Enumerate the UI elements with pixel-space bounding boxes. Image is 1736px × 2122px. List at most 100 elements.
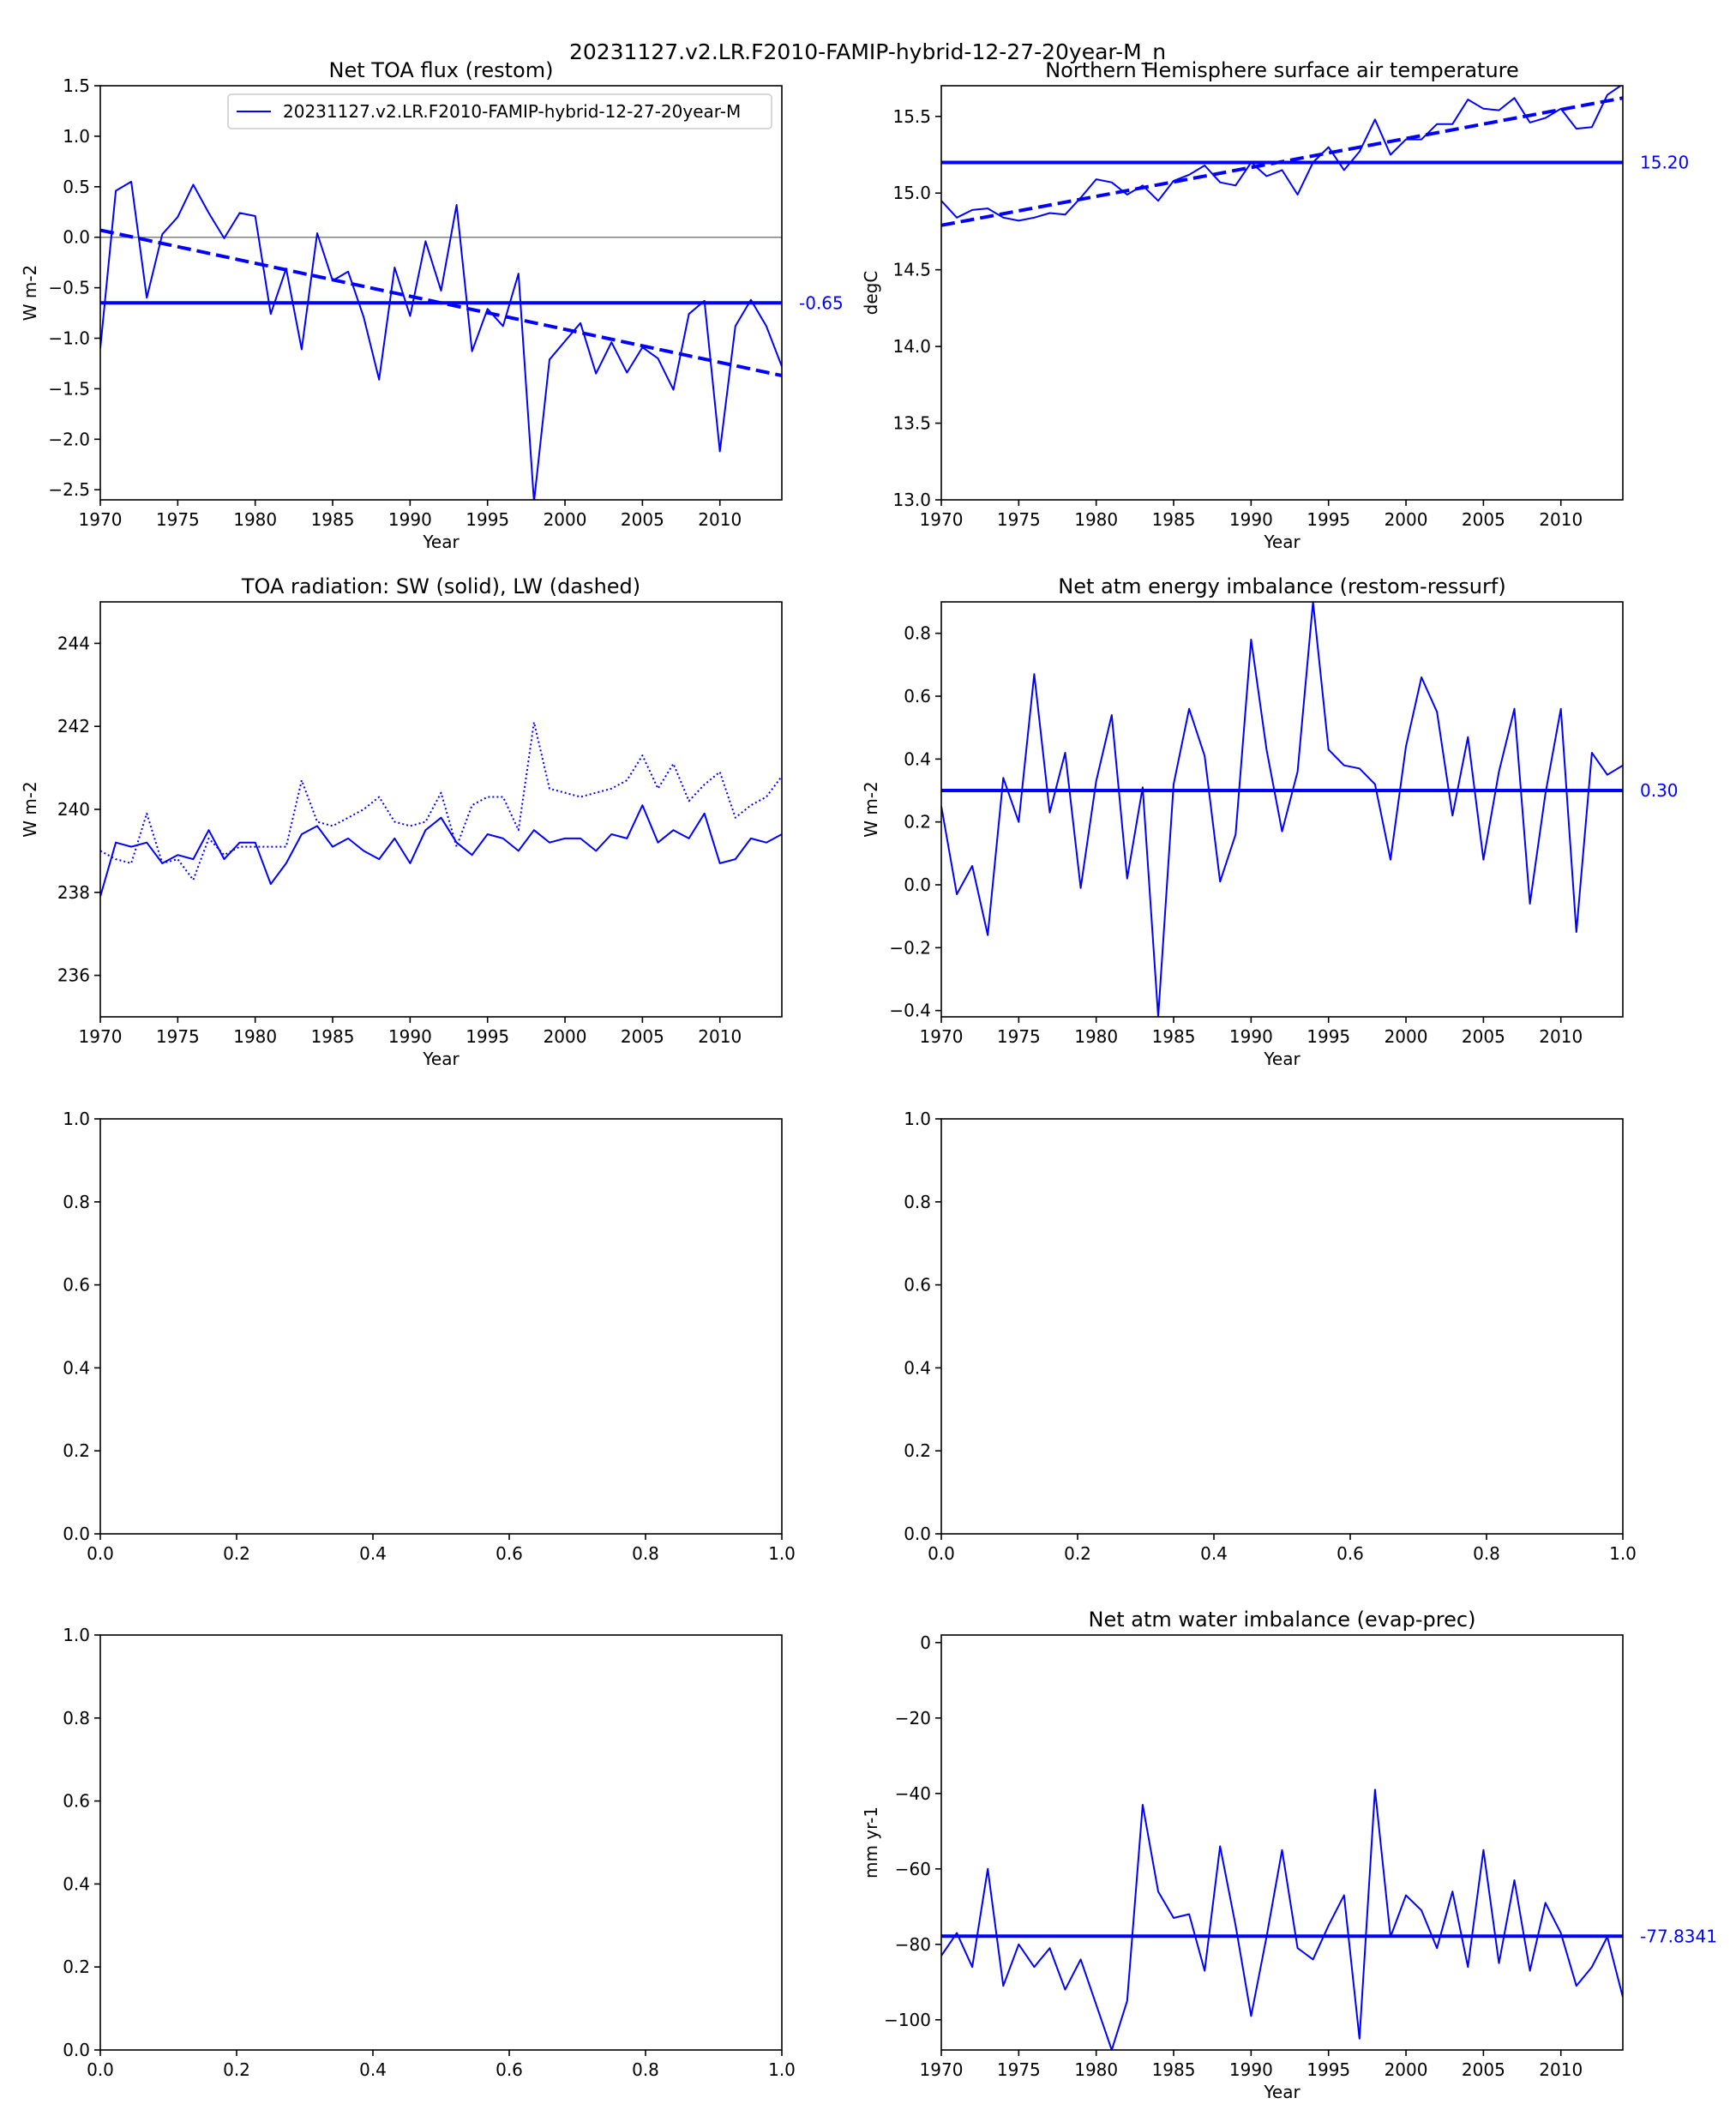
x-tick-label: 2010 bbox=[1539, 509, 1583, 530]
y-tick-label: 0 bbox=[920, 1632, 931, 1653]
x-tick-label: 1995 bbox=[1307, 509, 1350, 530]
x-axis-label: Year bbox=[1263, 1049, 1300, 1069]
x-tick-label: 0.6 bbox=[496, 1543, 523, 1564]
y-tick-label: 0.2 bbox=[63, 1440, 90, 1461]
series-line-1 bbox=[941, 1788, 1623, 2050]
y-tick-label: 1.0 bbox=[63, 126, 90, 147]
y-tick-label: 242 bbox=[57, 716, 90, 736]
y-tick-label: 0.8 bbox=[904, 1192, 931, 1212]
y-tick-label: 0.6 bbox=[63, 1275, 90, 1295]
series-line-1 bbox=[941, 602, 1623, 1017]
x-tick-label: 2000 bbox=[1385, 509, 1428, 530]
y-tick-label: −2.0 bbox=[48, 429, 90, 449]
axes-frame bbox=[940, 1634, 1624, 2051]
y-tick-label: 13.0 bbox=[892, 490, 931, 510]
legend: 20231127.v2.LR.F2010-FAMIP-hybrid-12-27-… bbox=[227, 93, 772, 129]
x-tick-label: 0.6 bbox=[496, 2059, 523, 2080]
x-tick-label: 0.8 bbox=[632, 1543, 659, 1564]
mean-value-label: -77.8341 bbox=[1640, 1926, 1717, 1946]
axes-frame bbox=[940, 85, 1624, 501]
x-tick-label: 2010 bbox=[698, 1026, 742, 1047]
x-tick-label: 1970 bbox=[920, 1026, 964, 1047]
x-tick-label: 0.0 bbox=[928, 1543, 955, 1564]
y-tick-label: −60 bbox=[895, 1859, 931, 1879]
x-tick-label: 1.0 bbox=[1609, 1543, 1637, 1564]
x-tick-label: 2005 bbox=[1462, 1026, 1505, 1047]
x-tick-label: 0.4 bbox=[359, 2059, 387, 2080]
y-tick-label: 0.0 bbox=[904, 875, 931, 895]
y-tick-label: −0.4 bbox=[889, 1001, 931, 1021]
x-tick-label: 1980 bbox=[1074, 2059, 1118, 2080]
x-tick-label: 2005 bbox=[1462, 509, 1505, 530]
chart-panel-toa_rad: TOA radiation: SW (solid), LW (dashed) 19… bbox=[20, 574, 783, 1069]
x-tick-label: 1980 bbox=[1074, 1026, 1118, 1047]
y-tick-label: 0.0 bbox=[904, 1524, 931, 1544]
y-tick-label: 0.2 bbox=[904, 812, 931, 833]
x-tick-label: 1990 bbox=[1229, 1026, 1273, 1047]
chart-title: Net atm water imbalance (evap-prec) bbox=[1089, 1608, 1476, 1632]
x-tick-label: 1970 bbox=[920, 2059, 964, 2080]
y-tick-label: 1.0 bbox=[904, 1109, 931, 1129]
y-tick-label: 0.5 bbox=[63, 177, 90, 197]
x-axis-label: Year bbox=[1263, 2082, 1300, 2102]
x-axis-label: Year bbox=[1263, 532, 1300, 552]
x-tick-label: 1995 bbox=[1307, 2059, 1350, 2080]
y-axis-label: degC bbox=[861, 271, 881, 316]
x-tick-label: 0.2 bbox=[1064, 1543, 1091, 1564]
trend-line bbox=[100, 228, 782, 378]
x-tick-label: 1995 bbox=[466, 1026, 509, 1047]
x-tick-label: 1.0 bbox=[768, 2059, 796, 2080]
y-tick-label: 244 bbox=[57, 633, 90, 653]
x-tick-label: 0.0 bbox=[87, 1543, 114, 1564]
y-tick-label: 0.8 bbox=[904, 623, 931, 644]
y-tick-label: 0.8 bbox=[63, 1192, 90, 1212]
y-tick-label: 1.0 bbox=[63, 1625, 90, 1645]
x-tick-label: 1975 bbox=[156, 509, 200, 530]
x-tick-label: 1985 bbox=[1152, 1026, 1196, 1047]
x-tick-label: 0.0 bbox=[87, 2059, 114, 2080]
x-tick-label: 1990 bbox=[1229, 2059, 1273, 2080]
y-tick-label: 0.4 bbox=[904, 1357, 931, 1378]
x-tick-label: 1995 bbox=[466, 509, 509, 530]
y-tick-label: 0.4 bbox=[904, 748, 931, 769]
y-axis-label: W m-2 bbox=[20, 781, 40, 838]
x-tick-label: 2010 bbox=[1539, 2059, 1583, 2080]
axes-frame bbox=[99, 85, 783, 501]
x-tick-label: 1980 bbox=[233, 1026, 277, 1047]
x-tick-label: 0.8 bbox=[1473, 1543, 1500, 1564]
x-tick-label: 1995 bbox=[1307, 1026, 1350, 1047]
y-tick-label: 0.6 bbox=[904, 686, 931, 706]
series-line-2 bbox=[100, 721, 782, 881]
y-tick-label: −20 bbox=[895, 1708, 931, 1728]
legend-box bbox=[227, 93, 772, 129]
x-tick-label: 1985 bbox=[1152, 2059, 1196, 2080]
y-axis-label: mm yr-1 bbox=[861, 1806, 881, 1879]
x-tick-label: 0.2 bbox=[223, 2059, 250, 2080]
y-tick-label: −100 bbox=[884, 2010, 931, 2030]
x-tick-label: 1980 bbox=[1074, 509, 1118, 530]
chart-panel-empty_left: 0.0 0.2 0.4 0.6 0.8 1.0 0.0 0.2 0.4 0.6 0.8 1.0 bbox=[63, 1109, 796, 1564]
x-tick-label: 1990 bbox=[388, 1026, 432, 1047]
x-tick-label: 1990 bbox=[388, 509, 432, 530]
x-tick-label: 1985 bbox=[311, 509, 355, 530]
mean-value-label: 0.30 bbox=[1640, 780, 1679, 801]
figure-title: 20231127.v2.LR.F2010-FAMIP-hybrid-12-27-… bbox=[569, 39, 1166, 64]
y-tick-label: 1.5 bbox=[63, 75, 90, 96]
chart-title: Net atm energy imbalance (restom-ressurf… bbox=[1058, 574, 1505, 598]
y-tick-label: −80 bbox=[895, 1934, 931, 1955]
x-tick-label: 2005 bbox=[1462, 2059, 1505, 2080]
chart-title: TOA radiation: SW (solid), LW (dashed) bbox=[241, 574, 640, 598]
x-tick-label: 0.8 bbox=[632, 2059, 659, 2080]
x-tick-label: 2000 bbox=[544, 509, 587, 530]
axes-frame bbox=[99, 1118, 783, 1535]
y-tick-label: 236 bbox=[57, 965, 90, 986]
x-tick-label: 2005 bbox=[621, 1026, 664, 1047]
y-tick-label: 14.5 bbox=[892, 260, 931, 280]
plot-area bbox=[941, 602, 1623, 1017]
chart-title: Northern Hemisphere surface air temperat… bbox=[1045, 58, 1519, 82]
y-tick-label: −0.2 bbox=[889, 937, 931, 958]
y-tick-label: 238 bbox=[57, 882, 90, 903]
x-tick-label: 2000 bbox=[544, 1026, 587, 1047]
axes-frame bbox=[99, 1634, 783, 2051]
y-axis-label: W m-2 bbox=[861, 781, 881, 838]
